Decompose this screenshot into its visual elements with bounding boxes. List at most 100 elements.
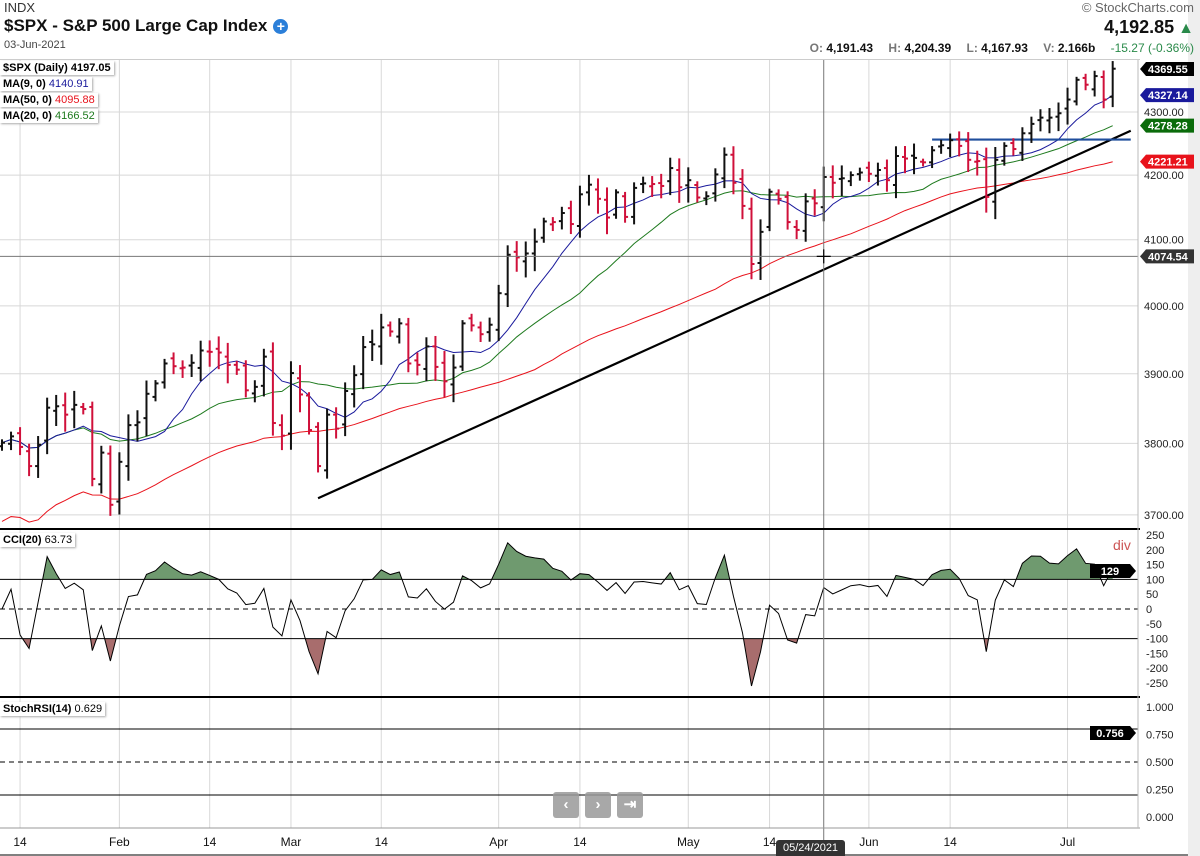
cci-oversold-fill (2, 638, 1113, 686)
ohlc-bar (504, 245, 511, 308)
cci-line (1, 541, 1114, 687)
ohlc-bar (495, 284, 502, 342)
price-tick-label: 3800.00 (1144, 438, 1184, 450)
ohlc-bar (911, 143, 918, 175)
ma9-line (1, 94, 1113, 449)
scroll-back-button[interactable]: ‹ (553, 792, 579, 818)
price-panel (0, 60, 1138, 840)
ohlc-bar (1109, 61, 1116, 108)
legend-ma9: MA(9, 0) 4140.91 (0, 77, 92, 91)
scroll-to-end-button[interactable]: ⇥ (617, 792, 643, 818)
ohlc-bar (567, 200, 574, 235)
high-label: H: (888, 41, 902, 55)
copyright: © StockCharts.com (1081, 0, 1194, 15)
legend-price: $SPX (Daily) 4197.05 (0, 61, 114, 75)
ohlc-bar (1055, 102, 1062, 132)
x-tick-label: Jul (1060, 835, 1075, 849)
ohlc-bar (1001, 142, 1008, 166)
ohlc-bar (613, 189, 620, 219)
up-triangle-icon: ▲ (1178, 20, 1194, 37)
ohlc-bar (342, 382, 349, 437)
tag-text: 4327.14 (1148, 90, 1189, 102)
stochrsi-value-tag: 0.756 (1090, 726, 1136, 740)
cci-tick-label: -100 (1146, 634, 1168, 646)
legend-price-value: 4197.05 (70, 62, 111, 74)
ohlc-bar (902, 146, 908, 174)
crosshair-cursor-icon (816, 249, 831, 264)
ohlc-bar (739, 169, 746, 220)
tag-shape (1090, 564, 1136, 578)
ohlc-bar (1028, 116, 1035, 143)
chart-header: INDX $SPX - S&P 500 Large Cap Index + 03-… (4, 0, 289, 51)
ohlc-bar (351, 365, 358, 408)
cci-tick-label: -200 (1146, 663, 1168, 675)
ohlc-bar (44, 397, 51, 455)
ohlc-bar (0, 439, 5, 451)
ohlc-bar (315, 422, 322, 473)
ma50-line (1, 161, 1113, 523)
ohlc-bar (432, 335, 439, 381)
low-value: 4,167.93 (981, 41, 1028, 55)
scroll-forward-button[interactable]: › (585, 792, 611, 818)
add-plus-icon[interactable]: + (273, 18, 289, 34)
ohlc-bar (224, 342, 231, 384)
x-tick-label: 14 (203, 835, 217, 849)
legend-ma20: MA(20, 0) 4166.52 (0, 109, 98, 123)
ohlc-bar (766, 188, 773, 232)
ohlc-bar (585, 174, 592, 206)
ohlc-bar (1091, 70, 1098, 97)
change-value: -15.27 (-0.36%) (1110, 41, 1194, 55)
ohlc-bar (658, 173, 665, 199)
volume-label: V: (1043, 41, 1055, 55)
ohlc-bar (296, 365, 303, 413)
ohlc-bar (540, 217, 547, 243)
ohlc-bar (179, 360, 186, 378)
stochrsi-tick-label: 0.500 (1146, 757, 1174, 769)
ohlc-bar (965, 132, 972, 173)
ohlc-bar (396, 318, 403, 344)
ohlc-bar (622, 191, 629, 223)
ohlc-bar (712, 168, 719, 202)
ohlc-bar (576, 185, 583, 238)
cci-tick-label: 50 (1146, 589, 1158, 601)
cci-tick-label: 0 (1146, 604, 1152, 616)
ohlc-bar (703, 191, 710, 206)
exchange-label: INDX (4, 0, 36, 15)
scrollbar (1188, 0, 1200, 856)
cci-tick-label: 250 (1146, 530, 1164, 542)
ohlc-bar (920, 158, 927, 167)
ohlc-bar (170, 352, 177, 375)
ohlc-bar (883, 159, 890, 192)
ohlc-bar (1082, 73, 1089, 91)
ohlc-bar (17, 427, 24, 456)
ohlc-bar (324, 408, 331, 479)
ohlc-bar (676, 158, 683, 203)
ma20-line (1, 125, 1113, 449)
divergence-note: div (1113, 537, 1131, 553)
ohlc-bar (730, 146, 737, 195)
tag-shape (1140, 118, 1194, 133)
ohlc-bar (992, 147, 999, 220)
ohlc-bar (197, 340, 204, 382)
ohlc-bar (522, 241, 529, 278)
ohlc-bar (558, 206, 565, 230)
ohlc-bar (1019, 127, 1026, 161)
legend-ma20-value: 4166.52 (54, 110, 95, 122)
ohlc-bar (251, 380, 258, 403)
ohlc-bar (549, 217, 556, 232)
ohlc-bar (423, 337, 430, 382)
legend-ma9-value: 4140.91 (48, 78, 89, 90)
legend-ma20-label: MA(20, 0) (3, 110, 52, 122)
x-tick-label: 14 (375, 835, 389, 849)
ohlc-bar (269, 342, 276, 436)
ohlc-bar (405, 317, 412, 373)
open-value: 4,191.43 (826, 41, 874, 55)
ohlc-bar (775, 189, 782, 205)
ohlc-bar (1064, 87, 1071, 125)
ohlc-bar (206, 340, 213, 367)
ohlc-bar (125, 414, 132, 481)
ohlc-bar (143, 380, 150, 437)
ohlc-bar (333, 407, 340, 439)
price-tick-label: 4100.00 (1144, 235, 1184, 247)
